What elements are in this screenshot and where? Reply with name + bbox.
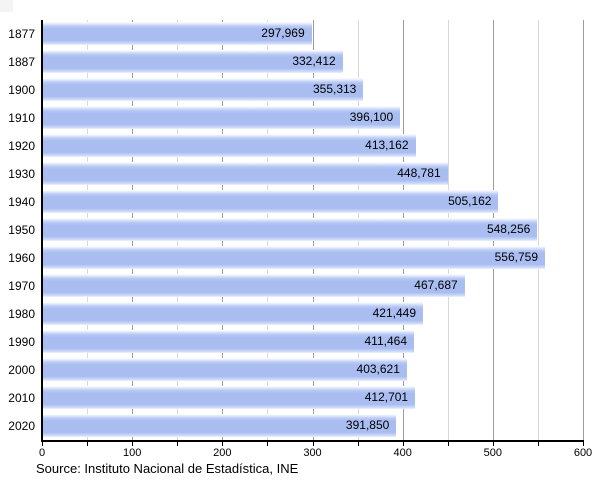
bar-value-label: 403,621 <box>356 362 400 376</box>
axis-tick <box>402 440 404 446</box>
axis-tick <box>492 440 494 446</box>
gridline-minor <box>537 20 539 440</box>
y-axis-label: 1920 <box>8 139 35 153</box>
bar-row: 355,313 <box>43 76 584 104</box>
y-axis-label: 1900 <box>8 83 35 97</box>
y-axis-label: 1950 <box>8 223 35 237</box>
bar-1970: 467,687 <box>43 274 465 297</box>
bar-row: 448,781 <box>43 160 584 188</box>
x-tick-label: 300 <box>303 447 322 459</box>
bar-row: 556,759 <box>43 244 584 272</box>
y-axis-label: 1970 <box>8 279 35 293</box>
bar-2010: 412,701 <box>43 386 416 409</box>
x-tick-label: 200 <box>213 447 232 459</box>
bar-1950: 548,256 <box>43 218 538 241</box>
bar-row: 403,621 <box>43 356 584 384</box>
bar-2020: 391,850 <box>43 414 397 437</box>
y-axis-label: 2000 <box>8 363 35 377</box>
bar-row: 505,162 <box>43 188 584 216</box>
y-axis-label: 1940 <box>8 195 35 209</box>
bar-1900: 355,313 <box>43 78 364 101</box>
bar-row: 412,701 <box>43 384 584 412</box>
x-tick-label: 400 <box>393 447 412 459</box>
x-tick-label: 600 <box>573 447 593 459</box>
bar-1940: 505,162 <box>43 190 499 213</box>
axis-tick <box>447 440 449 446</box>
bar-1910: 396,100 <box>43 106 401 129</box>
bar-value-label: 391,850 <box>345 418 390 432</box>
bar-row: 467,687 <box>43 272 584 300</box>
x-axis-ticks <box>41 440 584 447</box>
x-tick-label: 100 <box>122 447 142 459</box>
bar-value-label: 411,464 <box>364 334 408 348</box>
y-axis-label: 1990 <box>8 335 35 349</box>
bar-value-label: 448,781 <box>397 166 441 180</box>
axis-tick <box>222 440 224 446</box>
bar-value-label: 412,701 <box>364 390 409 404</box>
bar-row: 332,412 <box>43 48 584 76</box>
axis-tick <box>87 440 89 446</box>
bar-value-label: 421,449 <box>372 306 416 320</box>
axis-tick <box>537 440 539 446</box>
bar-value-label: 413,162 <box>365 138 409 152</box>
bar-value-label: 467,687 <box>414 278 458 292</box>
axis-tick <box>267 440 269 446</box>
bar-1960: 556,759 <box>43 246 545 269</box>
axis-tick <box>357 440 359 446</box>
axis-tick <box>177 440 179 446</box>
bar-row: 548,256 <box>43 216 584 244</box>
bar-value-label: 505,162 <box>448 194 492 208</box>
y-axis-label: 1910 <box>8 111 35 125</box>
bar-1990: 411,464 <box>43 330 414 353</box>
source-note: Source: Instituto Nacional de Estadístic… <box>36 461 299 476</box>
bar-2000: 403,621 <box>43 358 407 381</box>
bar-value-label: 556,759 <box>494 250 538 264</box>
bar-row: 413,162 <box>43 132 584 160</box>
bar-1980: 421,449 <box>43 302 423 325</box>
bar-1930: 448,781 <box>43 162 448 185</box>
y-axis-labels: 1877 1887 1900 1910 1920 1930 1940 1950 1960 1970… <box>0 20 35 440</box>
y-axis-label: 1980 <box>8 307 35 321</box>
y-axis-label: 1877 <box>8 27 35 41</box>
bar-value-label: 332,412 <box>292 54 336 68</box>
x-axis-tick-labels: 0 100 200 300 400 500 600 <box>38 447 592 460</box>
bar-row: 421,449 <box>43 300 584 328</box>
bar-value-label: 396,100 <box>349 110 394 124</box>
bar-row: 297,969 <box>43 20 584 48</box>
y-axis-label: 1887 <box>8 55 35 69</box>
axis-tick <box>132 440 134 446</box>
axis-tick <box>42 440 43 446</box>
bar-row: 411,464 <box>43 328 584 356</box>
y-axis-label: 1930 <box>8 167 35 181</box>
bar-1877: 297,969 <box>43 22 312 45</box>
bar-value-label: 355,313 <box>312 82 357 96</box>
gridline-major <box>583 20 584 440</box>
axis-tick <box>583 440 584 446</box>
bar-value-label: 548,256 <box>486 222 531 236</box>
axis-tick <box>312 440 314 446</box>
y-axis-label: 2020 <box>8 419 35 433</box>
plot-area: 297,969 332,412 355,313 396,100 413,162 448,7… <box>41 20 584 442</box>
image-corner-artifact <box>0 0 13 12</box>
y-axis-label: 2010 <box>8 391 35 405</box>
x-tick-label: 0 <box>38 447 46 459</box>
bar-row: 396,100 <box>43 104 584 132</box>
x-tick-label: 500 <box>483 447 503 459</box>
y-axis-label: 1960 <box>8 251 35 265</box>
bar-1920: 413,162 <box>43 134 416 157</box>
bar-1887: 332,412 <box>43 50 343 73</box>
bar-value-label: 297,969 <box>261 26 305 40</box>
bar-row: 391,850 <box>43 412 584 440</box>
